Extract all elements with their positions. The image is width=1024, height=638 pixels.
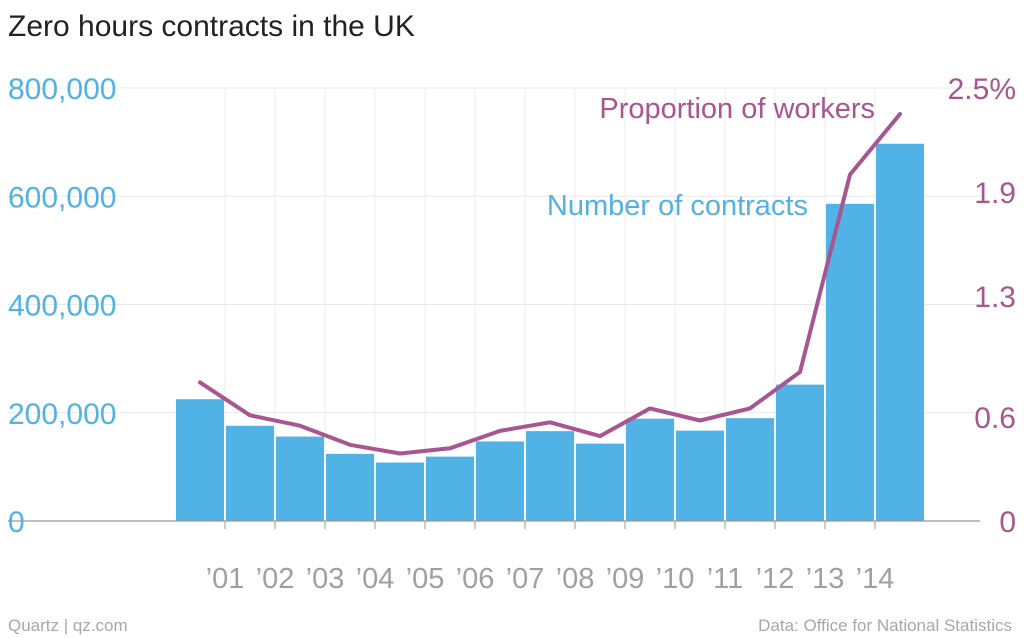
gridlines (8, 87, 980, 521)
left-axis-tick-label: 0 (8, 506, 25, 539)
x-tick-label: ’14 (856, 563, 895, 595)
left-axis-tick-label: 800,000 (8, 73, 116, 106)
bar-2002 (276, 436, 324, 521)
left-axis-tick-label: 400,000 (8, 290, 116, 323)
x-tick-label: ’02 (256, 563, 295, 595)
bar-2009 (626, 418, 674, 521)
right-axis-tick-labels: 0 0.6 1.3 1.9 2.5% (948, 73, 1016, 539)
x-tick-label: ’06 (456, 563, 495, 595)
bar-2012 (776, 384, 824, 521)
bar-2013 (826, 203, 874, 521)
bar-2007 (526, 431, 574, 521)
bar-2006 (476, 441, 524, 521)
x-tick-label: ’11 (707, 563, 744, 595)
right-axis-tick-label: 1.9 (974, 177, 1016, 210)
bar-2014 (876, 143, 924, 521)
bar-2003 (326, 453, 374, 521)
x-tick-label: ’13 (806, 563, 845, 595)
x-tick-label: ’07 (506, 563, 545, 595)
bar-2004 (376, 462, 424, 521)
right-axis-tick-label: 1.3 (974, 281, 1016, 314)
chart-title: Zero hours contracts in the UK (8, 10, 415, 43)
annotation-number-of-contracts: Number of contracts (547, 190, 808, 222)
x-tick-label: ’09 (606, 563, 645, 595)
x-axis-tick-labels: ’01 ’02 ’03 ’04 ’05 ’06 ’07 ’08 ’09 ’10 ’11 ’12 ’13 ’… (206, 521, 895, 595)
x-tick-label: ’08 (556, 563, 595, 595)
bar-2011 (726, 418, 774, 521)
left-axis-tick-labels: 0 200,000 400,000 600,000 800,000 (8, 73, 116, 539)
x-tick-label: ’01 (206, 563, 245, 595)
right-axis-tick-label: 0 (999, 506, 1016, 539)
x-tick-label: ’05 (406, 563, 445, 595)
right-axis-tick-label: 0.6 (974, 402, 1016, 435)
footer-source-brand: Quartz | qz.com (8, 616, 128, 635)
x-tick-label: ’10 (656, 563, 695, 595)
bar-2010 (676, 430, 724, 521)
annotation-proportion-of-workers: Proportion of workers (599, 93, 875, 125)
left-axis-tick-label: 200,000 (8, 398, 116, 431)
right-axis-tick-label: 2.5% (948, 73, 1016, 106)
proportion-line (198, 112, 902, 456)
bar-series (176, 143, 924, 521)
footer-data-source: Data: Office for National Statistics (758, 616, 1012, 635)
bar-2008 (576, 443, 624, 521)
bar-2000 (176, 399, 224, 521)
x-tick-label: ’12 (756, 563, 795, 595)
left-axis-tick-label: 600,000 (8, 181, 116, 214)
x-tick-label: ’03 (306, 563, 345, 595)
x-tick-label: ’04 (356, 563, 395, 595)
bar-2005 (426, 456, 474, 521)
bar-2001 (226, 425, 274, 521)
